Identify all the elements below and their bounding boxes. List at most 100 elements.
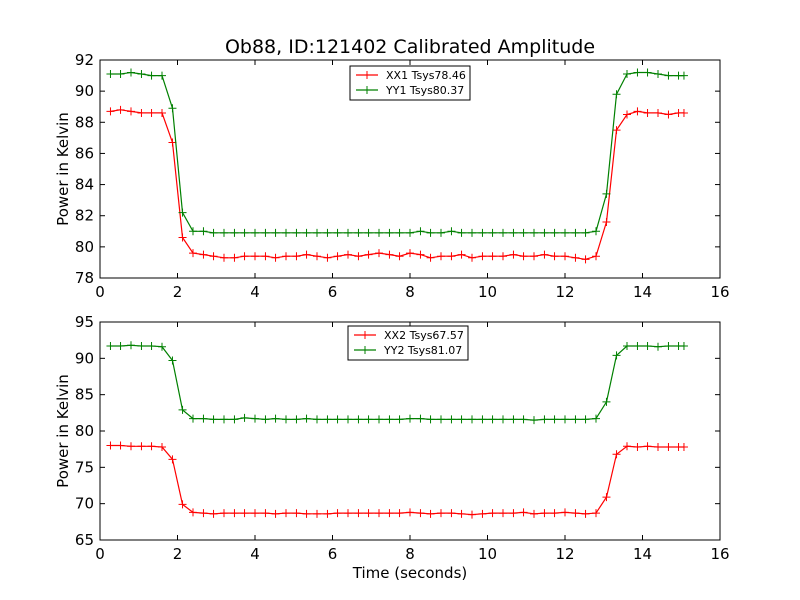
data-point	[447, 227, 456, 236]
data-point	[106, 441, 115, 450]
data-point	[416, 509, 425, 518]
x-tick-label: 16	[710, 545, 729, 563]
data-point	[679, 108, 688, 117]
data-point	[426, 509, 435, 518]
data-point	[602, 189, 611, 198]
y-tick-label: 85	[75, 386, 94, 404]
data-point	[364, 415, 373, 424]
data-point	[530, 416, 538, 425]
data-point	[354, 415, 363, 424]
data-point	[292, 228, 301, 237]
data-point	[106, 107, 115, 116]
data-point	[344, 228, 352, 237]
data-point	[457, 250, 466, 259]
data-point	[116, 341, 125, 350]
x-tick-label: 10	[478, 283, 497, 301]
data-point	[261, 415, 270, 424]
y-tick-label: 86	[75, 144, 94, 162]
data-point	[282, 228, 290, 237]
legend-marker	[361, 331, 369, 339]
data-point	[468, 415, 476, 424]
data-point	[282, 252, 290, 261]
data-point	[333, 415, 342, 424]
data-point	[199, 227, 208, 236]
series-line	[110, 109, 684, 260]
data-point	[633, 68, 642, 77]
x-tick-label: 6	[328, 283, 338, 301]
data-point	[220, 228, 228, 237]
data-point	[220, 509, 228, 518]
data-point	[426, 253, 435, 262]
data-point	[313, 509, 321, 518]
data-point	[375, 509, 383, 518]
data-point	[519, 415, 528, 424]
data-point	[375, 249, 383, 258]
data-point	[437, 252, 445, 261]
legend-entry: YY1 Tsys80.37	[385, 84, 464, 97]
x-tick-label: 4	[250, 545, 260, 563]
data-point	[488, 228, 497, 237]
data-point	[230, 228, 239, 237]
data-point	[354, 509, 363, 518]
x-tick-label: 8	[405, 283, 415, 301]
legend-box	[349, 65, 471, 101]
x-tick-label: 14	[633, 545, 652, 563]
data-point	[437, 415, 445, 424]
data-point	[581, 228, 590, 237]
data-point	[623, 442, 631, 451]
data-point	[499, 509, 507, 518]
data-point	[623, 70, 631, 79]
data-point	[478, 415, 487, 424]
data-point	[561, 415, 569, 424]
data-point	[106, 341, 115, 350]
x-tick-label: 2	[173, 283, 183, 301]
data-point	[468, 253, 476, 262]
data-point	[137, 70, 146, 79]
data-point	[313, 228, 321, 237]
data-point	[395, 509, 404, 518]
data-point	[147, 341, 156, 350]
legend-entry: XX1 Tsys78.46	[386, 69, 466, 82]
data-point	[550, 415, 559, 424]
y-tick-label: 80	[75, 238, 94, 256]
y-tick-label: 82	[75, 207, 94, 225]
data-point	[550, 509, 559, 518]
data-point	[468, 510, 476, 519]
data-point	[220, 253, 228, 262]
data-point	[302, 509, 311, 518]
x-tick-label: 4	[250, 283, 260, 301]
data-point	[395, 228, 404, 237]
data-point	[581, 255, 590, 264]
data-point	[509, 509, 518, 518]
y-axis-label: Power in Kelvin	[54, 112, 72, 226]
data-point	[499, 252, 507, 261]
data-point	[375, 415, 383, 424]
data-point	[519, 228, 528, 237]
x-tick-label: 0	[95, 545, 105, 563]
data-point	[137, 341, 146, 350]
data-point	[612, 450, 621, 459]
data-point	[499, 415, 507, 424]
data-point	[592, 414, 600, 423]
data-point	[220, 415, 228, 424]
y-axis-label: Power in Kelvin	[54, 374, 72, 488]
data-point	[127, 68, 135, 77]
y-tick-label: 95	[75, 313, 94, 331]
data-point	[333, 252, 342, 261]
data-point	[457, 228, 466, 237]
data-point	[488, 415, 497, 424]
data-point	[550, 228, 559, 237]
data-point	[375, 228, 383, 237]
data-point	[602, 493, 611, 502]
data-point	[643, 341, 652, 350]
legend: XX2 Tsys67.57 YY2 Tsys81.07	[347, 325, 469, 361]
data-point	[437, 228, 445, 237]
data-point	[178, 208, 187, 217]
y-tick-label: 75	[75, 458, 94, 476]
data-point	[385, 415, 394, 424]
data-point	[602, 217, 611, 226]
data-point	[116, 441, 125, 450]
data-point	[457, 415, 466, 424]
data-point	[447, 252, 456, 261]
data-point	[664, 341, 673, 350]
